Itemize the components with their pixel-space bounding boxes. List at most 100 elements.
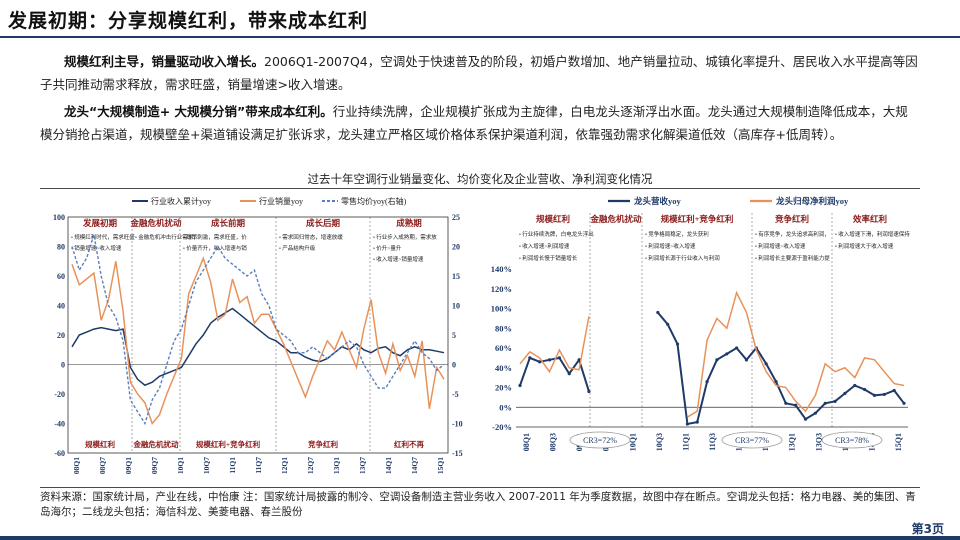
phase-note: • 收入增速>利润增速: [519, 242, 570, 250]
phase-title: 成长后期: [306, 218, 341, 228]
data-point: [715, 358, 719, 362]
x-tick: 13Q1: [788, 433, 797, 451]
data-point: [882, 392, 886, 397]
data-point: [557, 356, 561, 360]
x-tick: 13Q1: [332, 457, 341, 474]
legend-label: 零售均价yoy(右轴): [341, 196, 407, 206]
x-tick: 10Q1: [176, 457, 185, 474]
y-tick: 20%: [495, 383, 512, 393]
data-point: [735, 346, 739, 350]
legend-label: 龙头营收yoy: [633, 196, 682, 206]
data-point: [853, 383, 857, 388]
phase-note: • 金融危机冲击行业需求，: [135, 233, 199, 241]
phase-note: • 有序竞争，龙头追求高利润，: [755, 230, 830, 238]
x-tick: 12Q1: [280, 457, 289, 474]
y-tick-left: -60: [54, 449, 65, 458]
series-line-revenue: [71, 307, 445, 387]
y-tick-right: 10: [452, 302, 460, 311]
phase-note: • 利润增长源于行业收入与利润: [645, 254, 720, 262]
paragraph-cost-dividend: 龙头“大规模制造+ 大规模分销”带来成本红利。行业持续洗牌，企业规模扩张成为主旋…: [40, 100, 920, 146]
x-tick: 09Q7: [150, 457, 159, 474]
y-tick: 40%: [495, 363, 512, 373]
data-point: [577, 358, 581, 362]
paragraph-text: 2006Q1-2007Q4，空调处于快速普及的阶段，初婚户数增加、地产销量拉动、…: [40, 54, 918, 92]
data-point: [587, 389, 591, 394]
phase-note: • 利润增速>收入增速: [645, 242, 696, 250]
x-tick: 14Q1: [384, 457, 393, 474]
phase-note: • 价量齐升，收入增速与销: [183, 244, 247, 252]
x-tick: 10Q3: [655, 433, 664, 451]
y-tick: 0%: [499, 402, 512, 412]
phase-note: • 行业步入成熟期，需求放: [373, 233, 437, 241]
paragraph-lead: 规模红利主导，销量驱动收入增长。: [64, 54, 265, 69]
bottom-label: 红利不再: [394, 439, 424, 449]
phase-note: • 需求回归常态，增速放缓: [279, 233, 343, 241]
leader-chart: 龙头营收yoy 龙头归母净利润yoy 规模红利 • 行业持续洗牌，白电龙头浮出 • 收入…: [491, 196, 911, 451]
phase-note: • 产品结构升级: [279, 244, 316, 252]
y-tick-right: -5: [452, 390, 459, 399]
y-tick-left: 40: [57, 302, 65, 311]
x-tick: 14Q7: [410, 457, 419, 474]
phase-title: 金融危机扰动: [129, 218, 182, 228]
y-tick-left: 60: [57, 272, 65, 281]
phase-title: 金融危机扰动: [589, 214, 642, 224]
y-tick: 60%: [495, 343, 512, 353]
phase-note: • 利润增长慢于销量增长: [519, 254, 578, 262]
data-point: [666, 322, 670, 326]
y-tick-left: -40: [54, 420, 65, 429]
x-tick: 13Q7: [358, 457, 367, 474]
page-title: 发展初期：分享规模红利，带来成本红利: [8, 10, 369, 32]
cr3-label: CR3=72%: [583, 436, 617, 445]
legend-label: 龙头归母净利润yoy: [775, 196, 849, 206]
phase-note: • 利润增长主要源于盈利能力提: [755, 254, 830, 262]
data-point: [833, 399, 837, 403]
data-point: [518, 383, 522, 388]
phase-note: • 利润增速>收入增速: [755, 242, 806, 250]
cr3-badge: [821, 431, 883, 449]
data-point: [567, 372, 571, 376]
phase-note: • 利润增速大于收入增速: [835, 242, 894, 250]
phase-title: 成熟期: [396, 218, 422, 228]
data-point: [843, 391, 847, 396]
data-point: [863, 387, 867, 392]
y-tick-left: 0: [61, 361, 65, 370]
plot-area: [67, 216, 449, 454]
title-rule: [0, 36, 960, 38]
x-tick: 11Q3: [708, 433, 717, 451]
data-point: [695, 420, 699, 424]
title-bar: 发展初期：分享规模红利，带来成本红利: [0, 0, 960, 36]
phase-note: • 竞争格局稳定，龙头获利: [645, 230, 709, 238]
bottom-label: 规模红利: [85, 439, 115, 449]
cr3-label: CR3=77%: [735, 436, 769, 445]
bottom-label: 金融危机扰动: [133, 439, 179, 449]
x-tick: 10Q1: [628, 433, 637, 451]
legend-label: 行业销量yoy: [259, 196, 303, 206]
data-point: [744, 358, 749, 362]
data-point: [794, 403, 798, 407]
data-point: [774, 379, 778, 384]
y-tick: -20%: [492, 422, 512, 432]
phase-note: • 行业持续洗牌，白电龙头浮出: [519, 230, 594, 238]
y-tick-right: 15: [452, 272, 460, 281]
legend-label: 行业收入累计yoy: [151, 196, 211, 206]
series-line-price: [71, 234, 445, 426]
y-tick-right: -15: [452, 449, 463, 458]
x-tick: 11Q7: [254, 457, 263, 474]
y-tick-right: 5: [452, 331, 456, 340]
phase-note: • 价升>量升: [373, 244, 402, 252]
y-tick-right: 0: [452, 361, 456, 370]
paragraph-scale-dividend: 规模红利主导，销量驱动收入增长。2006Q1-2007Q4，空调处于快速普及的阶…: [40, 50, 920, 96]
chart-frame: 行业收入累计yoy 行业销量yoy 零售均价yoy(右轴) 发展初期 • 规模红利时代，…: [40, 188, 920, 488]
data-point: [547, 358, 552, 362]
x-tick: 08Q1: [522, 433, 531, 451]
data-point: [784, 401, 788, 405]
x-tick: 15Q1: [436, 457, 445, 474]
cr3-badge: [721, 431, 783, 449]
y-tick: 80%: [495, 323, 512, 333]
data-point: [764, 362, 768, 366]
x-tick: 09Q1: [124, 457, 133, 474]
phase-title: 发展初期: [82, 218, 118, 228]
figure-caption: 过去十年空调行业销量变化、均价变化及企业营收、净利润变化情况: [307, 172, 653, 186]
data-point: [892, 388, 896, 393]
y-tick-left: -20: [54, 390, 65, 399]
